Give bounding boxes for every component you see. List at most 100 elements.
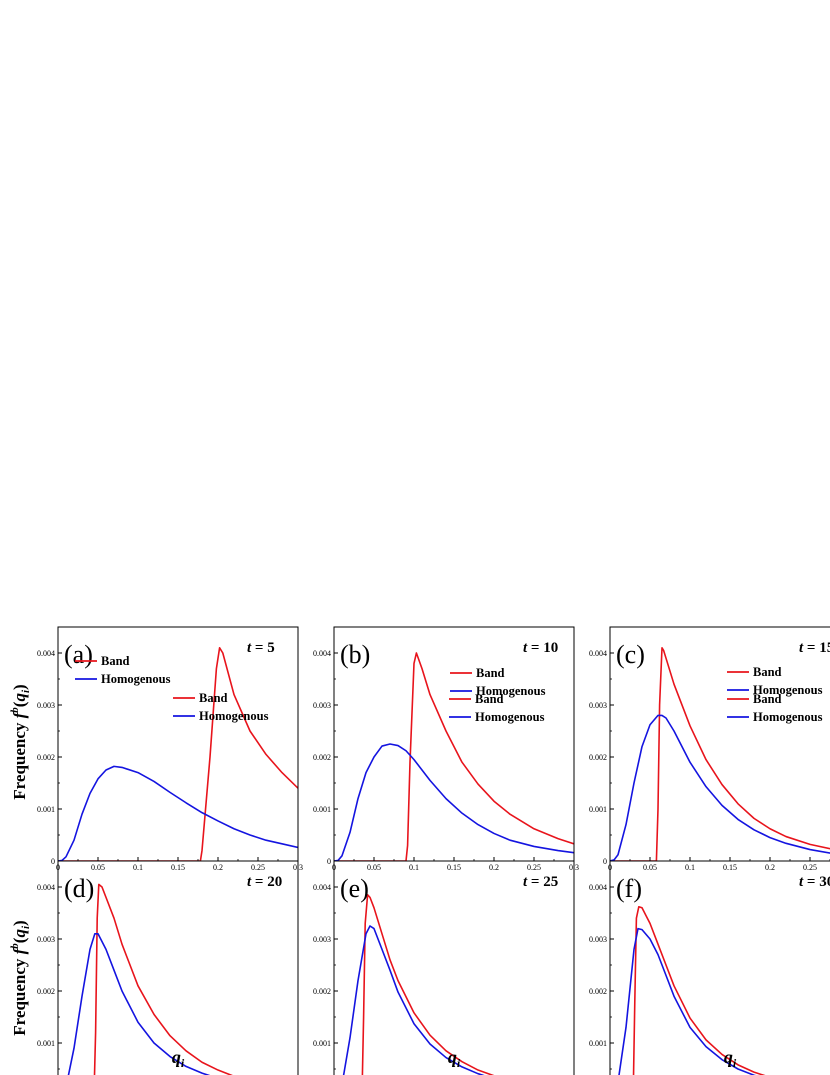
x-tick-label: 0.15 — [723, 863, 737, 872]
x-tick-label: 0.2 — [213, 863, 223, 872]
y-tick-label: 0.003 — [313, 701, 331, 710]
legend-label-homogenous: Homogenous — [753, 683, 823, 697]
y-axis-label-bottom: Frequency fb(qi) — [9, 920, 32, 1035]
y-tick-label: 0.002 — [313, 753, 331, 762]
x-tick-label: 0.25 — [803, 863, 817, 872]
y-tick-label: 0.002 — [313, 987, 331, 996]
panel-c: 00.050.10.150.20.250.300.0010.0020.0030.… — [589, 626, 830, 872]
panel-b: 0 0.05 0.1 0.15 0.2 0.25 0.300.0010.0020.0030.… — [313, 626, 579, 872]
y-tick-label: 0.001 — [313, 1039, 331, 1048]
series-line-band — [632, 905, 766, 1075]
panels: 0 0.05 0.1 0.15 0.2 0.25 0.300.0010.0020.0030.… — [37, 626, 830, 1075]
x-tick-label: 0.15 — [447, 863, 461, 872]
time-annotation: t = 10 — [523, 640, 558, 656]
time-annotation: t = 25 — [523, 874, 558, 890]
x-axis-label: qi — [172, 1047, 185, 1070]
y-tick-label: 0.003 — [313, 935, 331, 944]
series-line-homogenous — [334, 743, 574, 861]
series-line-homogenous — [342, 925, 485, 1075]
time-annotation: t = 30 — [799, 874, 830, 890]
y-tick-label: 0.003 — [37, 701, 55, 710]
legend-label-band: Band — [199, 691, 228, 705]
legend-label-homogenous: Homogenous — [476, 684, 546, 698]
y-tick-label: 0.004 — [589, 883, 607, 892]
panel-label: (d) — [64, 874, 94, 903]
y-tick-label: 0.004 — [313, 883, 331, 892]
x-tick-label: 0.1 — [133, 863, 143, 872]
panel-a: 0 0.05 0.1 0.15 0.2 0.25 0.300.0010.0020.0030.… — [37, 626, 303, 872]
legend-label-band: Band — [753, 665, 782, 679]
y-axis-label-top: Frequency fb(qi) — [9, 684, 32, 799]
x-axis-label: qi — [724, 1047, 737, 1070]
legend-label-band: Band — [476, 666, 505, 680]
y-tick-label: 0.002 — [37, 987, 55, 996]
y-tick-label: 0 — [603, 857, 607, 866]
y-tick-label: 0.003 — [37, 935, 55, 944]
x-tick-label: 0.05 — [91, 863, 105, 872]
legend-label-band: Band — [101, 654, 130, 668]
panel-d: 00.050.10.150.20.250.300.0010.0020.0030.… — [37, 691, 299, 1075]
x-tick-label: 0.1 — [409, 863, 419, 872]
y-tick-label: 0 — [327, 857, 331, 866]
y-tick-label: 0.004 — [37, 649, 55, 658]
panel-label: (f) — [616, 874, 642, 903]
plot-frame — [57, 626, 299, 862]
x-tick-label: 0.2 — [765, 863, 775, 872]
x-tick-label: 0.25 — [251, 863, 265, 872]
x-tick-label: 0.15 — [171, 863, 185, 872]
y-tick-label: 0 — [51, 857, 55, 866]
plot-frame — [333, 860, 575, 1075]
legend-label-homogenous: Homogenous — [753, 710, 823, 724]
y-tick-label: 0.002 — [589, 987, 607, 996]
panel-label: (e) — [340, 874, 369, 903]
panel-label: (c) — [616, 640, 645, 669]
x-tick-label: 0.25 — [527, 863, 541, 872]
y-tick-label: 0.002 — [589, 753, 607, 762]
series-line-band — [58, 647, 298, 861]
time-annotation: t = 15 — [799, 640, 830, 656]
series-line-homogenous — [67, 933, 211, 1075]
legend-label-band: Band — [475, 692, 504, 706]
panel-label: (a) — [64, 640, 93, 669]
legend-label-homogenous: Homogenous — [101, 672, 171, 686]
x-tick-label: 0.05 — [367, 863, 381, 872]
legend-label-homogenous: Homogenous — [199, 709, 269, 723]
series-line-band — [361, 894, 495, 1075]
legend: Band Homogenous — [173, 691, 269, 723]
y-tick-label: 0.003 — [589, 935, 607, 944]
series-line-homogenous — [58, 765, 298, 861]
legend-label-band: Band — [753, 692, 782, 706]
y-tick-label: 0.001 — [589, 805, 607, 814]
y-tick-label: 0.002 — [37, 753, 55, 762]
panel-f: 00.050.10.150.20.2500.0010.0020.0030.004… — [589, 692, 830, 1075]
legend: Band Homogenous — [450, 666, 546, 698]
y-tick-label: 0.004 — [589, 649, 607, 658]
series-line-homogenous — [610, 714, 830, 861]
y-tick-label: 0.001 — [37, 1039, 55, 1048]
series-line-band — [610, 647, 830, 861]
y-tick-label: 0.001 — [589, 1039, 607, 1048]
series-line-homogenous — [618, 927, 757, 1075]
plot-frame — [609, 860, 830, 1075]
legend: Band Homogenous — [75, 654, 171, 686]
panel-e: 00.050.10.150.20.250.300.0010.0020.0030.… — [313, 692, 575, 1075]
y-axis-label: Frequency fb(qi) — [9, 684, 32, 799]
legend: Band Homogenous — [727, 692, 823, 724]
series-line-band — [334, 652, 574, 861]
panel-label: (b) — [340, 640, 370, 669]
y-tick-label: 0.004 — [37, 883, 55, 892]
x-axis-labels: qi qi qi — [172, 1047, 737, 1070]
y-tick-label: 0.001 — [37, 805, 55, 814]
plot-frame — [57, 860, 299, 1075]
y-tick-label: 0.003 — [589, 701, 607, 710]
legend: Band Homogenous — [727, 665, 823, 697]
legend-label-homogenous: Homogenous — [475, 710, 545, 724]
time-annotation: t = 20 — [247, 874, 282, 890]
y-tick-label: 0.001 — [313, 805, 331, 814]
x-tick-label: 0.1 — [685, 863, 695, 872]
series-line-band — [93, 883, 233, 1075]
time-annotation: t = 5 — [247, 640, 275, 656]
x-tick-label: 0.05 — [643, 863, 657, 872]
y-tick-label: 0.004 — [313, 649, 331, 658]
x-axis-label: qi — [448, 1047, 461, 1070]
